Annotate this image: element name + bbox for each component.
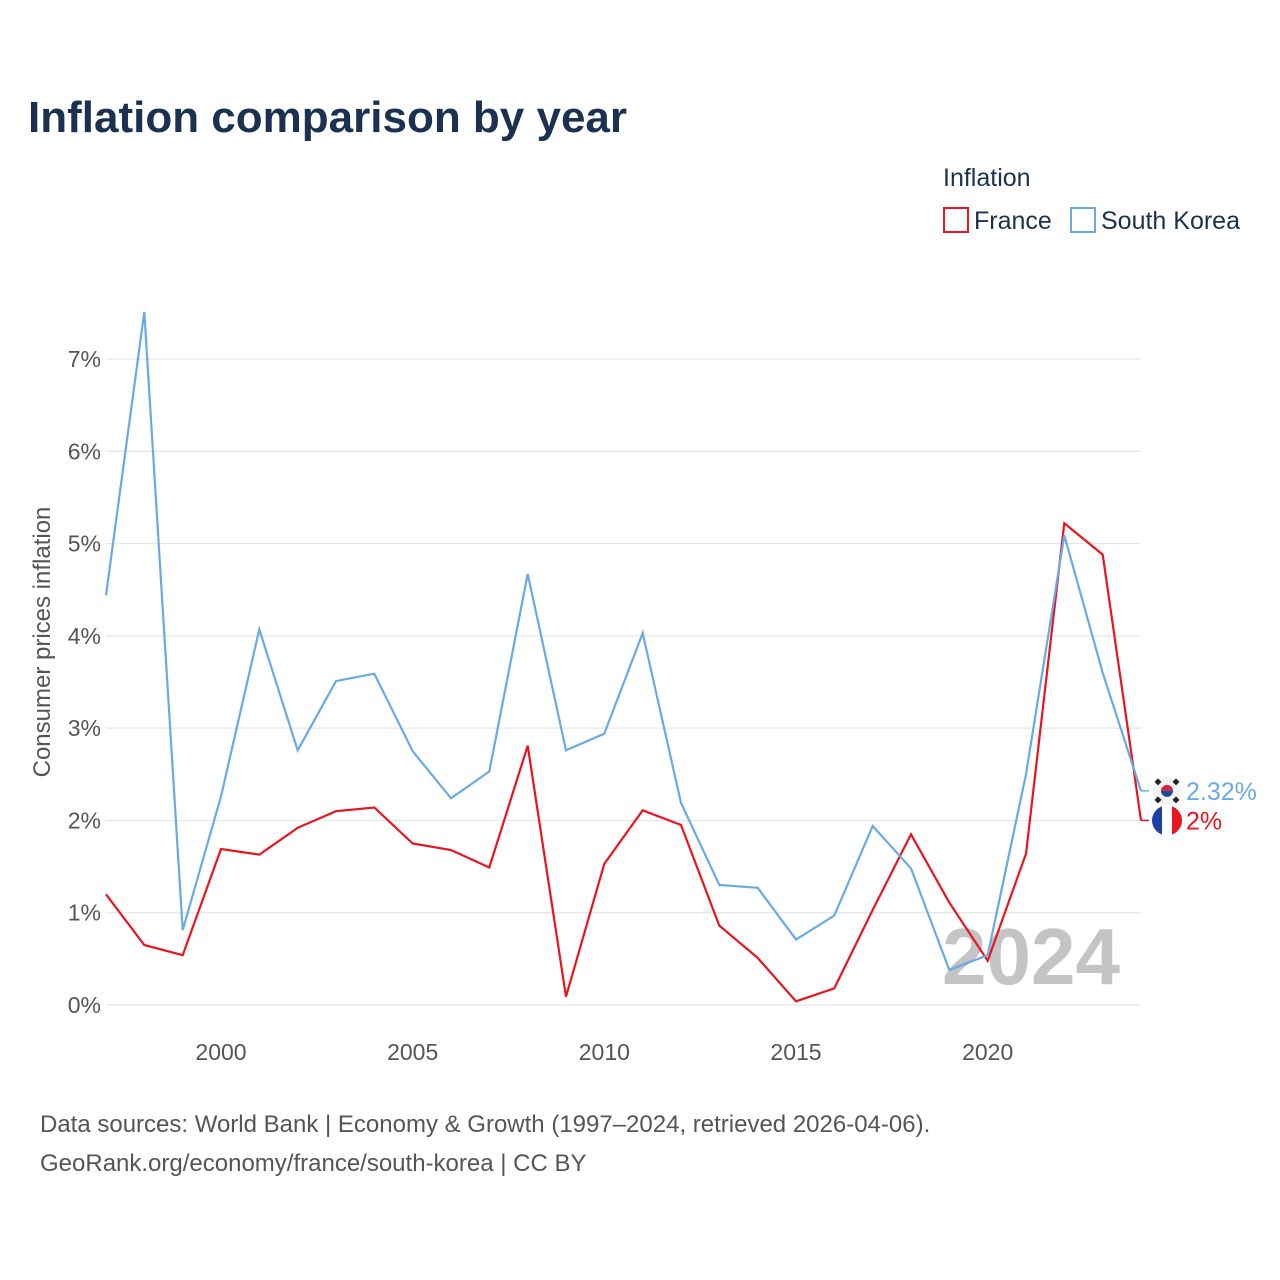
data-point-south-korea[interactable] [445, 792, 457, 804]
data-point-france[interactable] [637, 804, 649, 816]
legend-item-south-korea[interactable]: South Korea [1070, 207, 1240, 235]
x-tick-label: 2015 [770, 1039, 821, 1065]
data-point-south-korea[interactable] [1058, 529, 1070, 541]
data-point-france[interactable] [905, 828, 917, 840]
end-label-south-korea: 2.32% [1186, 778, 1257, 806]
data-point-france[interactable] [752, 952, 764, 964]
data-point-south-korea[interactable] [752, 882, 764, 894]
data-point-south-korea[interactable] [982, 949, 994, 961]
data-point-south-korea[interactable] [330, 675, 342, 687]
end-labels: 2%2.32% [1141, 776, 1257, 836]
y-axis-ticks: 0% 1% 2% 3% 4% 5% 6% 7% [68, 346, 101, 1018]
y-tick-label: 1% [68, 900, 101, 926]
x-axis-ticks: 2000 2005 2010 2015 2020 [195, 1039, 1013, 1065]
data-point-south-korea[interactable] [100, 589, 112, 601]
y-tick-label: 3% [68, 715, 101, 741]
year-watermark: 2024 [942, 912, 1120, 1001]
data-point-south-korea[interactable] [253, 623, 265, 635]
data-point-france[interactable] [330, 805, 342, 817]
x-tick-label: 2000 [195, 1039, 246, 1065]
y-tick-label: 6% [68, 438, 101, 464]
data-point-south-korea[interactable] [483, 766, 495, 778]
data-point-france[interactable] [177, 949, 189, 961]
y-tick-label: 4% [68, 623, 101, 649]
data-point-france[interactable] [1058, 517, 1070, 529]
data-point-france[interactable] [522, 740, 534, 752]
legend: Inflation France South Korea [943, 164, 1240, 235]
data-point-france[interactable] [368, 802, 380, 814]
source-line-2: GeoRank.org/economy/france/south-korea |… [40, 1150, 587, 1177]
data-point-south-korea[interactable] [790, 933, 802, 945]
data-point-south-korea[interactable] [943, 964, 955, 976]
data-point-south-korea[interactable] [828, 909, 840, 921]
data-point-france[interactable] [407, 838, 419, 850]
data-point-south-korea[interactable] [177, 924, 189, 936]
data-point-france[interactable] [713, 920, 725, 932]
data-point-france[interactable] [445, 844, 457, 856]
data-point-south-korea[interactable] [675, 797, 687, 809]
south-korea-flag-icon [1153, 776, 1181, 805]
data-point-south-korea[interactable] [560, 744, 572, 756]
data-point-france[interactable] [100, 888, 112, 900]
data-point-south-korea[interactable] [905, 862, 917, 874]
legend-swatch-south-korea [1070, 207, 1096, 233]
legend-label-south-korea: South Korea [1101, 207, 1240, 235]
legend-title: Inflation [943, 164, 1031, 192]
y-tick-label: 7% [68, 346, 101, 372]
gridlines [106, 358, 1141, 1006]
data-point-france[interactable] [560, 991, 572, 1003]
legend-item-france[interactable]: France [943, 207, 1052, 235]
data-point-france[interactable] [1097, 549, 1109, 561]
data-point-france[interactable] [1020, 848, 1032, 860]
france-flag-icon [1152, 805, 1182, 836]
data-point-south-korea[interactable] [407, 745, 419, 757]
source-line-1: Data sources: World Bank | Economy & Gro… [40, 1111, 930, 1138]
series-line-south-korea[interactable] [104, 311, 1143, 972]
data-point-south-korea[interactable] [598, 728, 610, 740]
data-point-france[interactable] [215, 843, 227, 855]
x-tick-label: 2005 [387, 1039, 438, 1065]
y-axis-title: Consumer prices inflation [29, 507, 56, 778]
data-point-south-korea[interactable] [138, 306, 150, 318]
data-point-france[interactable] [943, 897, 955, 909]
data-point-south-korea[interactable] [713, 879, 725, 891]
data-point-south-korea[interactable] [215, 790, 227, 802]
data-point-france[interactable] [138, 939, 150, 951]
data-point-south-korea[interactable] [368, 668, 380, 680]
y-tick-label: 0% [68, 992, 101, 1018]
data-point-south-korea[interactable] [522, 568, 534, 580]
data-point-south-korea[interactable] [867, 820, 879, 832]
legend-label-france: France [974, 207, 1052, 235]
data-point-france[interactable] [828, 982, 840, 994]
series-lines [100, 306, 1143, 1007]
data-point-france[interactable] [790, 995, 802, 1007]
chart-title: Inflation comparison by year [28, 93, 627, 142]
data-point-south-korea[interactable] [292, 744, 304, 756]
data-point-france[interactable] [867, 904, 879, 916]
data-point-south-korea[interactable] [1097, 667, 1109, 679]
x-tick-label: 2010 [579, 1039, 630, 1065]
series-line-france[interactable] [105, 521, 1143, 1003]
y-tick-label: 5% [68, 531, 101, 557]
data-point-south-korea[interactable] [637, 627, 649, 639]
y-tick-label: 2% [68, 807, 101, 833]
data-point-france[interactable] [675, 819, 687, 831]
x-tick-label: 2020 [962, 1039, 1013, 1065]
data-point-france[interactable] [292, 822, 304, 834]
end-label-france: 2% [1186, 807, 1222, 835]
data-point-south-korea[interactable] [1020, 768, 1032, 780]
data-point-france[interactable] [598, 858, 610, 870]
data-point-france[interactable] [483, 861, 495, 873]
data-point-france[interactable] [253, 849, 265, 861]
legend-swatch-france [943, 207, 969, 233]
